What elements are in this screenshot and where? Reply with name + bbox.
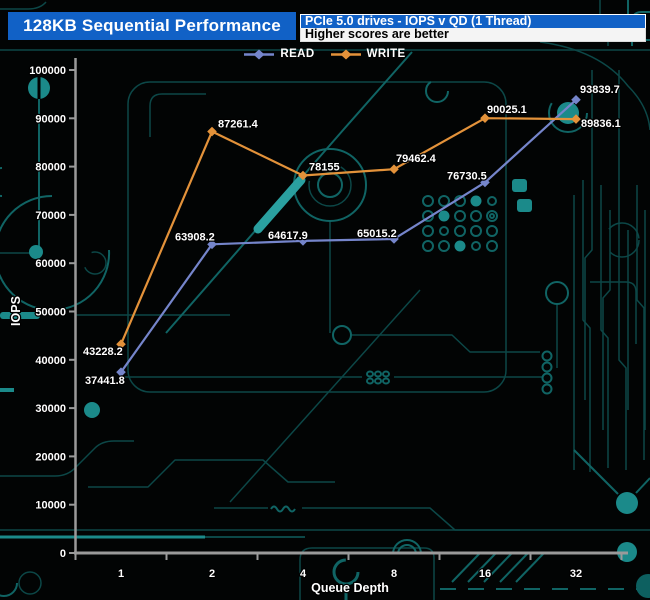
x-tick-label: 1 <box>118 568 124 580</box>
series-marker-write <box>298 170 308 181</box>
series-line-read <box>120 98 577 373</box>
series-marker-write <box>116 339 126 350</box>
data-label-write: 79462.4 <box>396 153 437 165</box>
data-label-read: 63908.2 <box>175 231 215 243</box>
y-tick-label: 90000 <box>35 113 66 125</box>
x-tick-label: 8 <box>391 568 397 580</box>
chart-title: 128KB Sequential Performance <box>23 16 281 35</box>
y-tick-label: 30000 <box>35 403 66 415</box>
data-label-read: 93839.7 <box>580 84 620 96</box>
series-marker-read <box>298 236 308 246</box>
data-label-write: 89836.1 <box>581 118 621 130</box>
chart-subtitle: PCIe 5.0 drives - IOPS v QD (1 Thread) <box>300 14 646 28</box>
chart-info-box: PCIe 5.0 drives - IOPS v QD (1 Thread) H… <box>300 14 646 42</box>
data-label-read: 64617.9 <box>268 230 308 242</box>
x-tick-label: 2 <box>209 568 215 580</box>
y-tick-label: 100000 <box>29 65 66 77</box>
series-marker-read <box>571 94 581 105</box>
series-marker-write <box>571 114 581 124</box>
data-label-read: 76730.5 <box>447 170 487 182</box>
y-axis-title: IOPS <box>9 296 23 326</box>
y-tick-label: 60000 <box>35 258 66 270</box>
x-tick-label: 16 <box>479 568 491 580</box>
write-line-marker-icon <box>330 49 361 59</box>
legend-label-read: READ <box>280 48 315 60</box>
y-tick-label: 0 <box>60 548 66 560</box>
series-marker-read <box>480 177 490 188</box>
series-marker-read <box>389 234 399 244</box>
series-marker-write <box>389 164 399 174</box>
x-tick-label: 4 <box>300 568 307 580</box>
pad-slit <box>37 76 41 99</box>
x-tick-label: 32 <box>570 568 582 580</box>
legend-item-read: READ <box>244 48 314 60</box>
y-tick-label: 70000 <box>35 210 66 222</box>
read-line-marker-icon <box>244 49 275 59</box>
chart-title-box: 128KB Sequential Performance <box>8 12 296 40</box>
series-marker-read <box>116 367 126 377</box>
y-tick-label: 40000 <box>35 355 66 367</box>
x-axis-title: Queue Depth <box>311 581 389 595</box>
legend-item-write: WRITE <box>330 48 406 60</box>
series-marker-write <box>207 126 217 137</box>
series-marker-write <box>480 113 490 123</box>
y-tick-label: 20000 <box>35 451 66 463</box>
thick-diagonal-trace <box>253 175 306 234</box>
y-tick-label: 80000 <box>35 162 66 174</box>
legend-label-write: WRITE <box>366 48 406 60</box>
data-label-write: 90025.1 <box>487 104 527 116</box>
y-tick-label: 50000 <box>35 307 66 319</box>
data-label-write: 43228.2 <box>83 346 123 358</box>
data-label-write: 87261.4 <box>218 119 259 131</box>
data-label-read: 37441.8 <box>85 375 125 387</box>
chart-legend: READ WRITE <box>0 48 650 60</box>
series-line-write <box>119 117 577 345</box>
data-label-write: 78155 <box>309 162 340 174</box>
series-marker-read <box>207 239 217 250</box>
y-tick-label: 10000 <box>35 500 66 512</box>
chart-note: Higher scores are better <box>300 28 646 42</box>
data-label-read: 65015.2 <box>357 228 397 240</box>
